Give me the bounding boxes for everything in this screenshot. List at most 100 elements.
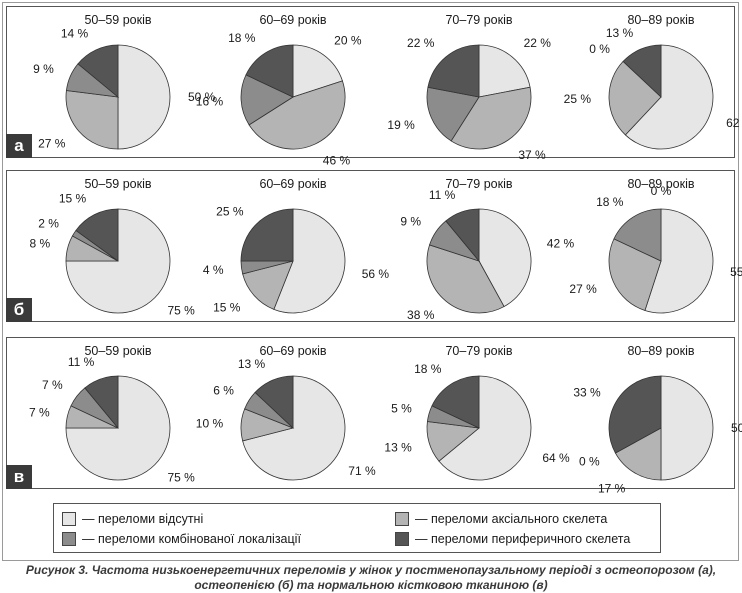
- pie-value-label: 15 %: [213, 300, 241, 314]
- pie-slice-none: [644, 208, 714, 314]
- pie-value-label: 25 %: [216, 205, 244, 219]
- pie-slice-none: [438, 375, 532, 481]
- legend-item-peripheral: — переломи периферичного скелета: [395, 532, 630, 546]
- pie-slice-none: [65, 208, 171, 314]
- pie-slice-none: [292, 44, 343, 98]
- pie-title: 80–89 років: [627, 344, 694, 358]
- pie-value-label: 18 %: [414, 362, 442, 376]
- pie-value-label: 46 %: [323, 153, 351, 167]
- pie-value-label: 17 %: [598, 481, 626, 495]
- pie-value-label: 2 %: [38, 216, 59, 230]
- pie-value-label: 13 %: [384, 441, 412, 455]
- pie-value-label: 42 %: [547, 237, 575, 251]
- pie-value-label: 71 %: [348, 464, 376, 478]
- pie-value-label: 55 %: [730, 265, 742, 279]
- legend-swatch-none: [62, 512, 76, 526]
- pie-slice-peripheral: [431, 375, 480, 429]
- pie-value-label: 19 %: [387, 118, 415, 132]
- pie-value-label: 0 %: [589, 42, 610, 56]
- pie-value-label: 7 %: [42, 378, 63, 392]
- panel-c-label: в: [6, 465, 32, 489]
- pie-value-label: 50 %: [188, 90, 216, 104]
- pie-value-label: 15 %: [59, 192, 87, 206]
- pie-slice-axial: [608, 238, 662, 311]
- pie-title: 70–79 років: [445, 344, 512, 358]
- legend-label-combined: — переломи комбінованої локалізації: [82, 532, 301, 546]
- pie-value-label: 38 %: [407, 308, 435, 322]
- pie-value-label: 11 %: [429, 188, 456, 202]
- pie-slice-combined: [240, 74, 294, 126]
- pie-slice-none: [624, 44, 714, 150]
- pie-slice-none: [117, 44, 171, 150]
- pie-value-label: 22 %: [407, 36, 435, 50]
- pie-slice-peripheral: [622, 44, 662, 98]
- pie-value-label: 16 %: [196, 94, 224, 108]
- legend-swatch-peripheral: [395, 532, 409, 546]
- pie-title: 50–59 років: [84, 177, 151, 191]
- pie-value-label: 50 %: [731, 421, 742, 435]
- pie-slice-axial: [248, 80, 346, 150]
- pie-slice-peripheral: [84, 375, 119, 430]
- pie-slice-axial: [608, 60, 662, 136]
- pie-title: 60–69 років: [259, 177, 326, 191]
- pie-title: 50–59 років: [84, 13, 151, 27]
- pie-value-label: 6 %: [213, 383, 234, 397]
- legend-swatch-combined: [62, 532, 76, 546]
- pie-slice-none: [273, 208, 346, 314]
- legend-item-axial: — переломи аксіального скелета: [395, 512, 607, 526]
- pie-slice-peripheral: [445, 208, 480, 263]
- pie-slice-axial: [426, 244, 505, 314]
- pie-slice-axial: [65, 90, 119, 150]
- pie-value-label: 5 %: [391, 401, 412, 415]
- pie-value-label: 18 %: [596, 195, 624, 209]
- pie-value-label: 9 %: [33, 62, 54, 76]
- pie-slice-peripheral: [77, 44, 119, 98]
- pie-title: 80–89 років: [627, 177, 694, 191]
- pie-value-label: 18 %: [228, 31, 256, 45]
- pie-title: 70–79 років: [445, 177, 512, 191]
- pie-title: 60–69 років: [259, 13, 326, 27]
- pie-slice-peripheral: [608, 375, 662, 454]
- pie-slice-axial: [242, 260, 294, 310]
- figure-caption-line-1: Рисунок 3. Частота низькоенергетичних пе…: [25, 563, 717, 577]
- pie-slice-none: [660, 375, 714, 481]
- pie-value-label: 11 %: [68, 355, 95, 369]
- pie-value-label: 75 %: [167, 470, 195, 484]
- pie-slice-peripheral: [75, 208, 119, 262]
- pie-value-label: 14 %: [61, 27, 89, 41]
- pie-value-label: 13 %: [238, 357, 266, 371]
- pie-value-label: 4 %: [203, 263, 224, 277]
- pie-slice-none: [478, 44, 531, 98]
- pie-slice-peripheral: [240, 208, 294, 262]
- legend-label-none: — переломи відсутні: [82, 512, 204, 526]
- legend-item-combined: — переломи комбінованої локалізації: [62, 532, 301, 546]
- pie-slice-none: [478, 208, 532, 308]
- figure-frame: [2, 2, 739, 561]
- pie-value-label: 9 %: [400, 215, 421, 229]
- pie-value-label: 62 %: [726, 116, 742, 130]
- pie-value-label: 8 %: [30, 237, 51, 251]
- legend-label-axial: — переломи аксіального скелета: [415, 512, 608, 526]
- pie-value-label: 56 %: [362, 267, 390, 281]
- panel-c: 50–59 років 75 % 7 % 7 % 11 % 60–69 років 71 %…: [6, 337, 742, 495]
- panel-b: 50–59 років 75 % 8 % 2 % 15 % 60–69 років 56 %…: [6, 170, 742, 322]
- pie-value-label: 13 %: [606, 26, 634, 40]
- panel-c-pies: 50–59 років 75 % 7 % 7 % 11 % 60–69 років 71 %…: [29, 344, 742, 495]
- pie-value-label: 20 %: [334, 33, 362, 47]
- pie-title: 60–69 років: [259, 344, 326, 358]
- pie-slice-combined: [426, 86, 480, 142]
- pie-value-label: 27 %: [38, 136, 66, 150]
- legend-item-none: — переломи відсутні: [62, 512, 203, 526]
- legend-label-peripheral: — переломи периферичного скелета: [415, 532, 631, 546]
- pie-value-label: 37 %: [518, 148, 546, 162]
- pie-slice-peripheral: [427, 44, 480, 98]
- pie-value-label: 75 %: [167, 303, 195, 317]
- legend: — переломи відсутні — переломи аксіально…: [53, 503, 661, 553]
- pie-title: 50–59 років: [84, 344, 151, 358]
- pie-value-label: 33 %: [573, 385, 601, 399]
- pie-value-label: 7 %: [29, 406, 50, 420]
- pie-value-label: 25 %: [564, 92, 592, 106]
- pie-value-label: 22 %: [524, 36, 552, 50]
- pie-slice-peripheral: [254, 375, 294, 429]
- panel-a-pies: 50–59 років 50 % 27 % 9 % 14 % 60–69 років 20 …: [33, 13, 742, 167]
